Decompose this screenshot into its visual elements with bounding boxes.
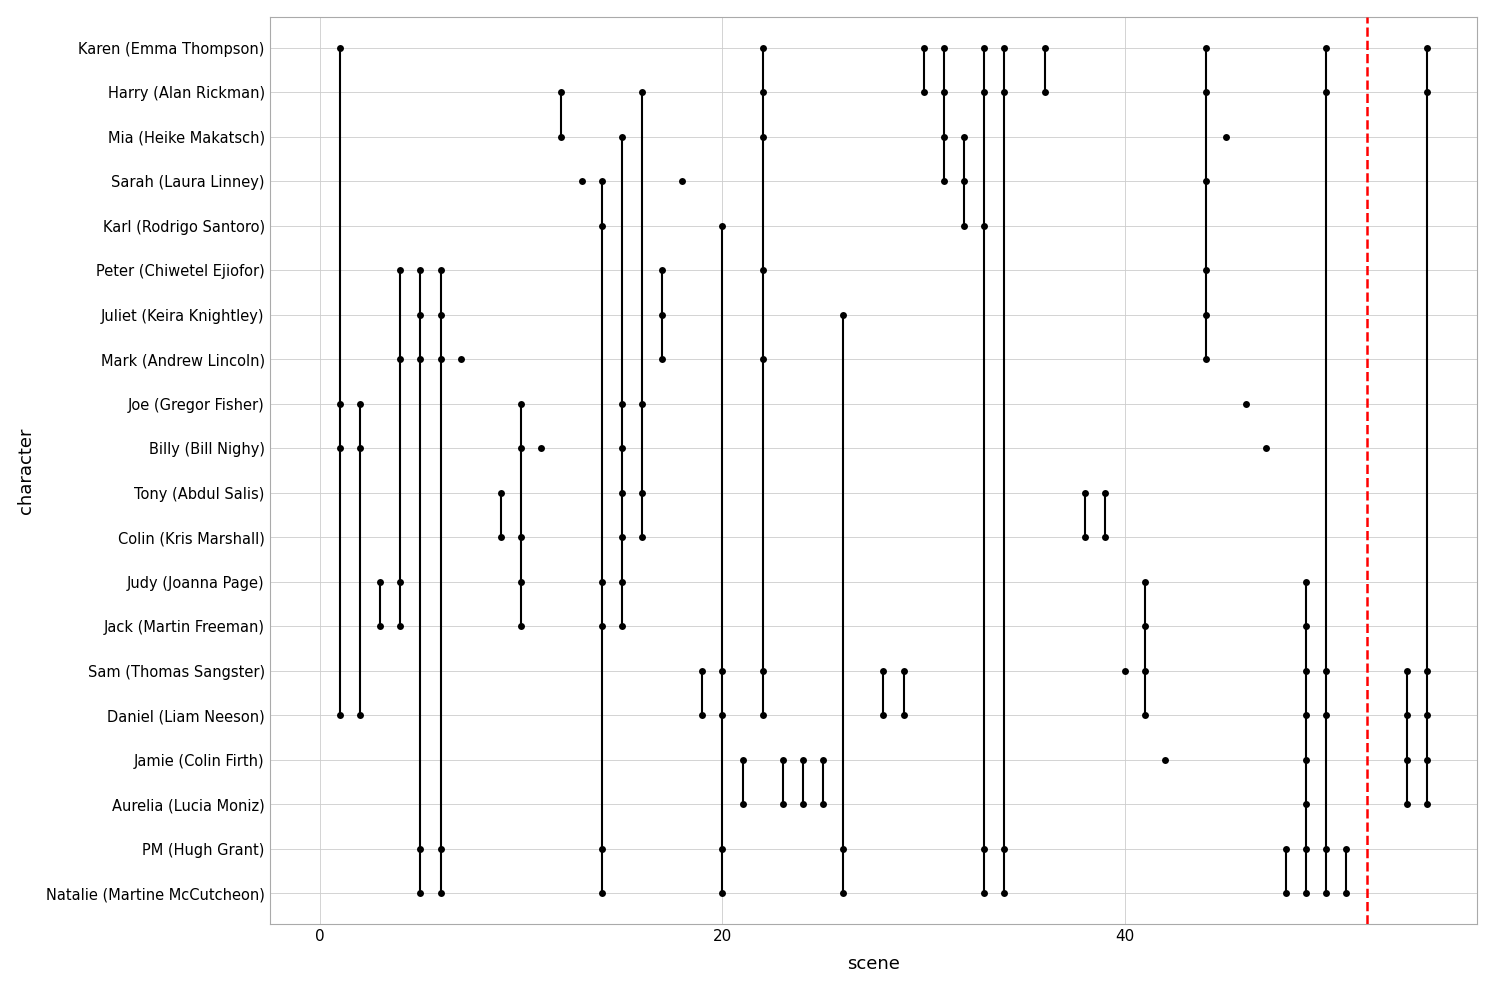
Y-axis label: character: character <box>16 428 34 514</box>
X-axis label: scene: scene <box>847 955 899 973</box>
